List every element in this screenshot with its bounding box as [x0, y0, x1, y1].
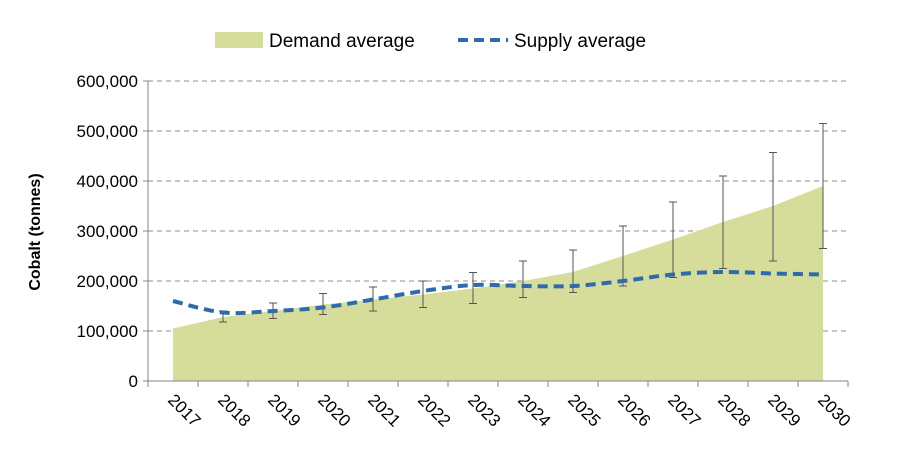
y-axis-title: Cobalt (tonnes)	[27, 173, 44, 290]
y-tick-label: 100,000	[77, 322, 138, 341]
error-bar	[419, 280, 427, 308]
error-bar	[319, 293, 327, 315]
error-bar	[819, 123, 827, 249]
legend-label-supply: Supply average	[514, 31, 646, 52]
supply-line	[172, 269, 824, 316]
demand-area-layer	[173, 186, 823, 381]
error-bar	[519, 260, 527, 298]
legend: Demand average Supply average	[215, 31, 646, 52]
y-tick-label: 200,000	[77, 272, 138, 291]
x-tick-label: 2030	[814, 390, 854, 430]
x-tick-label: 2028	[714, 390, 754, 430]
x-tick-label: 2022	[414, 390, 454, 430]
y-tick-label: 400,000	[77, 172, 138, 191]
x-tick-label: 2027	[664, 390, 704, 430]
supply-line-layer	[172, 269, 824, 316]
x-tick-labels: 2017 2018 2019 2020 2021 2022 2023 2024 2025 2026…	[164, 390, 854, 430]
error-bar	[369, 286, 377, 312]
error-bar	[769, 152, 777, 262]
y-tick-label: 600,000	[77, 72, 138, 91]
error-bar	[669, 201, 677, 278]
demand-area	[173, 186, 823, 381]
x-tick-label: 2017	[164, 390, 204, 430]
legend-label-demand: Demand average	[269, 31, 415, 52]
x-tick-label: 2026	[614, 390, 654, 430]
x-tick-label: 2025	[564, 390, 604, 430]
y-tick-label: 500,000	[77, 122, 138, 141]
y-tick-label: 0	[129, 372, 138, 391]
x-tick-label: 2019	[264, 390, 304, 430]
x-tick-label: 2020	[314, 390, 354, 430]
error-bar	[619, 225, 627, 287]
x-tick-label: 2024	[514, 390, 554, 430]
error-bar	[469, 272, 477, 304]
x-tick-label: 2021	[364, 390, 404, 430]
y-tick-labels: 0 100,000 200,000 300,000 400,000 500,000 600,…	[77, 72, 138, 391]
x-tick-label: 2023	[464, 390, 504, 430]
x-tick-label: 2018	[214, 390, 254, 430]
legend-swatch-demand	[215, 32, 263, 48]
axes	[143, 80, 849, 387]
x-tick-label: 2029	[764, 390, 804, 430]
error-bar	[719, 175, 727, 269]
y-tick-label: 300,000	[77, 222, 138, 241]
